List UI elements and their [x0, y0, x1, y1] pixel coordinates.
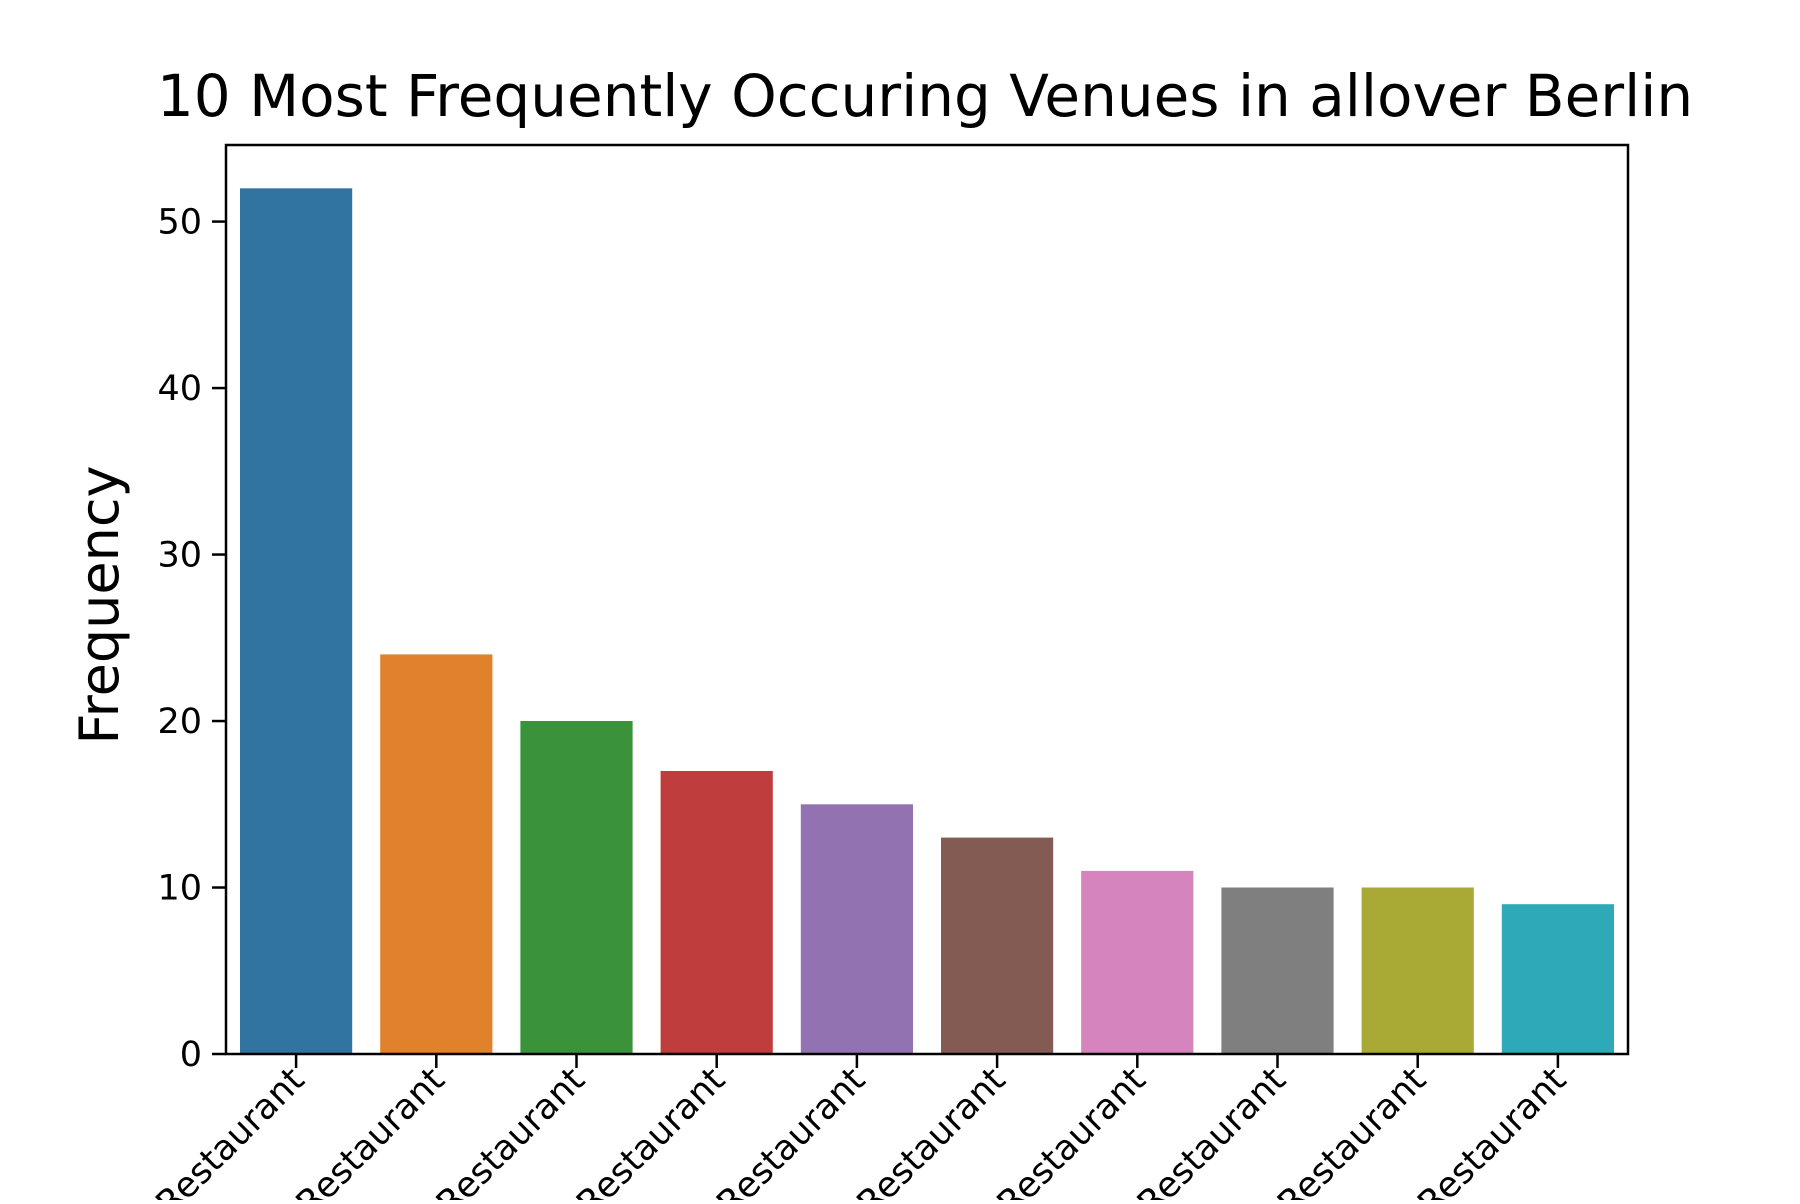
x-tick-label-7: Restaurant	[990, 1060, 1154, 1200]
x-axis-ticks: RestaurantRestaurantRestaurantRestaurant…	[149, 1054, 1574, 1200]
y-tick-label-10: 10	[157, 869, 202, 909]
bar-2	[380, 654, 493, 1054]
y-axis-label: Frequency	[68, 466, 131, 745]
y-tick-label-50: 50	[157, 203, 202, 243]
x-tick-label-5: Restaurant	[709, 1060, 873, 1200]
bar-4	[660, 771, 773, 1054]
x-tick-label-1: Restaurant	[149, 1060, 313, 1200]
bar-10	[1501, 904, 1614, 1054]
y-tick-label-0: 0	[180, 1035, 202, 1075]
bar-8	[1221, 887, 1334, 1054]
x-tick-label-6: Restaurant	[850, 1060, 1014, 1200]
y-tick-label-40: 40	[157, 369, 202, 409]
bars-group	[240, 188, 1614, 1055]
bar-1	[240, 188, 353, 1055]
y-tick-label-30: 30	[157, 536, 202, 576]
x-tick-label-9: Restaurant	[1270, 1060, 1434, 1200]
x-tick-label-8: Restaurant	[1130, 1060, 1294, 1200]
x-tick-label-2: Restaurant	[289, 1060, 453, 1200]
bar-5	[800, 804, 913, 1054]
x-tick-label-4: Restaurant	[569, 1060, 733, 1200]
chart-title: 10 Most Frequently Occuring Venues in al…	[157, 62, 1693, 130]
bar-6	[941, 837, 1054, 1054]
bar-3	[520, 721, 633, 1054]
plot-frame	[224, 143, 1630, 1056]
bar-7	[1081, 870, 1194, 1054]
x-tick-label-10: Restaurant	[1410, 1060, 1574, 1200]
x-tick-label-3: Restaurant	[429, 1060, 593, 1200]
y-tick-label-20: 20	[157, 702, 202, 742]
y-axis-ticks: 0 10 20 30 40 50	[157, 203, 226, 1075]
bar-9	[1361, 887, 1474, 1054]
